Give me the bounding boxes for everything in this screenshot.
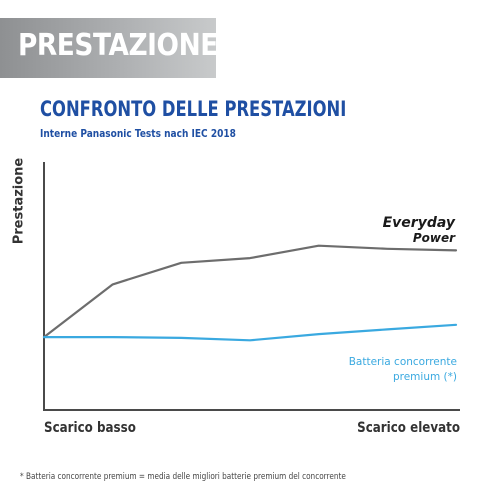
x-tick-label-low: Scarico basso xyxy=(44,420,136,436)
series-label-everyday-line1: Everyday xyxy=(382,215,455,231)
section-banner: PRESTAZIONE xyxy=(0,18,218,78)
y-axis-label: Prestazione xyxy=(11,157,27,245)
chart-subtitle: Interne Panasonic Tests nach IEC 2018 xyxy=(40,127,236,140)
section-title: PRESTAZIONE xyxy=(18,28,218,63)
series-label-competitor-line1: Batteria concorrente xyxy=(348,356,457,368)
series-line-competitor-battery xyxy=(42,323,458,342)
series-line-everyday-power xyxy=(42,244,458,339)
series-label-competitor-battery: Batteria concorrente premium (*) xyxy=(349,355,457,385)
x-tick-label-high: Scarico elevato xyxy=(357,420,460,436)
series-label-competitor-line2: premium (*) xyxy=(392,371,457,383)
footnote: * Batteria concorrente premium = media d… xyxy=(20,472,346,482)
series-label-everyday-line2: Power xyxy=(412,231,455,245)
chart-title: CONFRONTO DELLE PRESTAZIONI xyxy=(40,97,347,121)
series-label-everyday-power: Everyday Power xyxy=(383,216,455,246)
